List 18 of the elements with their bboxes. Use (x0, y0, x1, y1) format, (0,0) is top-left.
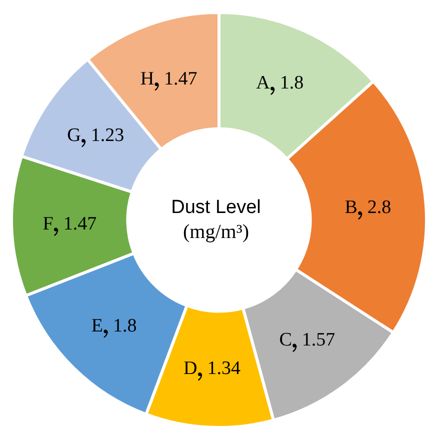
slice-label: F (42, 214, 54, 235)
data-label: 1.57 (302, 330, 336, 351)
slice-label: A (256, 72, 270, 94)
slice-label: B (344, 197, 358, 218)
slice-label: G (67, 124, 82, 146)
data-label: 2.8 (367, 197, 392, 218)
text: Dust Level (171, 196, 261, 218)
data-label: 1.47 (63, 214, 97, 235)
data-label: 1.47 (164, 68, 198, 90)
text: (mg/m³) (183, 220, 249, 244)
data-label: 1.8 (280, 72, 304, 94)
data-label: 1.8 (113, 315, 137, 336)
slice-label: E (91, 315, 104, 336)
data-label: 1.34 (207, 358, 242, 380)
slice-label: H (140, 68, 154, 90)
data-label: 1.23 (90, 124, 124, 146)
slice-label: D (184, 358, 198, 380)
slice-label: C (279, 330, 292, 351)
